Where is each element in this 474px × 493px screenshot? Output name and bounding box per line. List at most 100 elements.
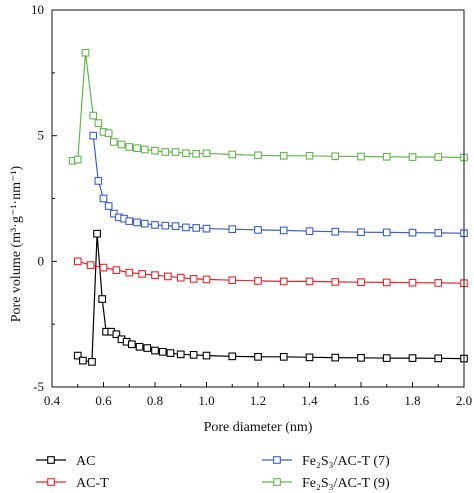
x-axis-title: Pore diameter (nm) — [204, 420, 313, 435]
data-point — [408, 354, 417, 362]
data-point — [279, 277, 288, 286]
data-point — [151, 271, 159, 280]
data-point — [182, 223, 190, 232]
data-point — [140, 145, 149, 154]
data-point — [202, 275, 211, 284]
data-point — [89, 111, 98, 120]
data-point — [135, 342, 144, 351]
x-tick-label: 1.8 — [404, 393, 420, 408]
data-point — [192, 224, 201, 232]
data-point — [161, 221, 170, 230]
series-1 — [73, 257, 468, 288]
data-point — [189, 275, 198, 283]
data-point — [151, 146, 159, 155]
data-point — [151, 221, 159, 229]
data-point — [305, 227, 314, 236]
series-line — [77, 233, 465, 363]
data-point — [151, 346, 159, 355]
x-tick-label: 0.4 — [44, 393, 61, 408]
data-point — [189, 350, 198, 359]
data-point — [125, 268, 134, 277]
legend: AC AC-T Fe₂S₃/AC-T (7) Fe₂S₃/AC-T (9) — [36, 454, 390, 491]
data-point — [99, 194, 108, 203]
data-point — [176, 273, 185, 282]
x-tick-label: 0.8 — [147, 393, 163, 408]
y-tick-label: 0 — [38, 253, 45, 268]
x-tick-label: 2.0 — [456, 393, 472, 408]
data-point — [164, 272, 172, 281]
data-point — [88, 358, 96, 366]
data-point — [331, 152, 340, 161]
data-point — [202, 351, 211, 360]
y-tick-label: 10 — [31, 2, 44, 17]
data-point — [279, 226, 288, 235]
data-point — [331, 278, 340, 286]
data-point — [305, 151, 314, 160]
data-point — [112, 330, 121, 339]
legend-entry: Fe₂S₃/AC-T (7) — [262, 454, 390, 469]
legend-label: AC — [76, 454, 95, 469]
data-point — [434, 153, 443, 161]
data-point — [176, 350, 185, 359]
data-point — [171, 222, 180, 230]
data-point — [73, 155, 82, 164]
data-point — [192, 149, 201, 158]
data-point — [382, 228, 391, 237]
data-point — [158, 347, 167, 356]
data-point — [382, 278, 391, 287]
data-point — [357, 353, 365, 362]
data-point — [94, 177, 103, 185]
data-point — [228, 276, 237, 285]
data-point — [117, 140, 126, 149]
data-point — [73, 351, 82, 360]
data-point — [138, 270, 146, 278]
series-line — [72, 52, 465, 162]
data-point — [104, 129, 113, 138]
x-tick-label: 1.0 — [198, 393, 214, 408]
data-point — [408, 228, 417, 237]
data-point — [279, 352, 288, 361]
data-point — [331, 353, 340, 362]
legend-label: Fe₂S₃/AC-T (7) — [302, 454, 390, 469]
data-point — [408, 153, 417, 161]
data-point — [161, 148, 170, 156]
data-point — [357, 228, 365, 237]
legend-marker — [273, 456, 281, 464]
x-tick-label: 1.6 — [353, 393, 370, 408]
data-point — [357, 152, 365, 161]
data-point — [434, 279, 443, 287]
data-point — [89, 131, 98, 140]
data-point — [127, 340, 136, 349]
y-tick-label: -5 — [33, 379, 44, 394]
legend-marker — [273, 478, 281, 486]
data-point — [331, 227, 340, 236]
data-point — [202, 149, 211, 158]
data-point — [109, 138, 118, 146]
legend-label: Fe₂S₃/AC-T (9) — [302, 476, 390, 491]
data-point — [81, 48, 90, 57]
data-point — [228, 150, 237, 159]
series-3 — [68, 48, 468, 165]
plot-area — [68, 48, 468, 366]
legend-entry: Fe₂S₃/AC-T (9) — [262, 476, 390, 491]
data-point — [357, 278, 365, 287]
legend-entry: AC — [36, 454, 95, 469]
data-point — [305, 277, 314, 286]
legend-entry: AC-T — [36, 476, 109, 491]
series-line — [77, 260, 465, 284]
data-point — [254, 352, 262, 361]
data-point — [79, 356, 87, 365]
data-point — [140, 219, 149, 228]
data-point — [182, 149, 190, 158]
data-point — [382, 152, 391, 161]
axes: 0.4 0.6 0.8 1.0 1.2 1.4 1.6 1.8 2.0 -5 0 5 10 — [31, 2, 472, 408]
data-point — [228, 225, 237, 234]
y-axis-title: Pore volume (m³·g⁻¹·nm⁻¹) — [9, 165, 24, 322]
data-point — [133, 144, 141, 153]
data-point — [73, 257, 82, 266]
legend-marker — [47, 478, 55, 486]
data-point — [125, 217, 134, 225]
data-point — [254, 277, 262, 285]
x-tick-label: 0.6 — [95, 393, 112, 408]
